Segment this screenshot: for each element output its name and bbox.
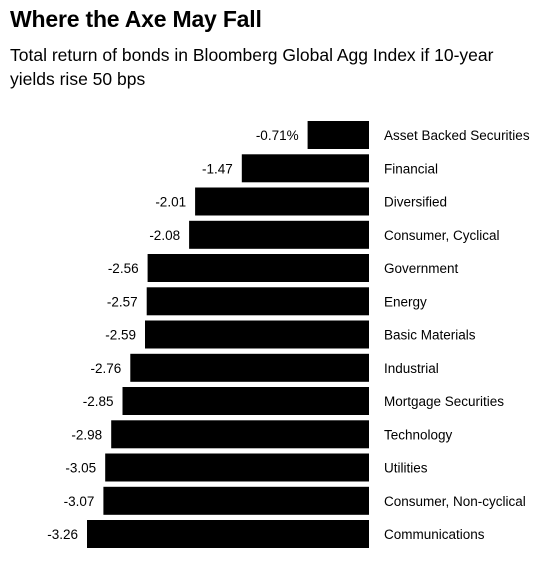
- value-label-6: -2.59: [105, 328, 136, 343]
- bar-6: [145, 320, 369, 349]
- category-label-2: Diversified: [384, 195, 447, 210]
- bar-11: [103, 486, 370, 515]
- bar-8: [122, 387, 369, 415]
- bar-9: [111, 420, 369, 449]
- value-label-11: -3.07: [64, 494, 95, 509]
- value-label-7: -2.76: [91, 361, 122, 376]
- value-label-8: -2.85: [83, 394, 114, 409]
- category-label-5: Energy: [384, 294, 427, 309]
- category-label-8: Mortgage Securities: [384, 394, 504, 409]
- category-label-3: Consumer, Cyclical: [384, 228, 500, 243]
- value-label-0: -0.71%: [256, 128, 299, 143]
- bar-10: [105, 453, 369, 482]
- category-label-0: Asset Backed Securities: [384, 128, 530, 143]
- bar-7: [130, 353, 369, 382]
- category-label-9: Technology: [384, 427, 453, 442]
- value-label-1: -1.47: [202, 161, 233, 176]
- bar-0: [307, 121, 369, 149]
- value-label-4: -2.56: [108, 261, 139, 276]
- value-label-12: -3.26: [47, 527, 78, 542]
- value-label-9: -2.98: [71, 427, 102, 442]
- value-label-3: -2.08: [149, 228, 180, 243]
- bar-3: [189, 220, 369, 249]
- value-label-10: -3.05: [65, 461, 96, 476]
- chart-subtitle: Total return of bonds in Bloomberg Globa…: [10, 45, 494, 89]
- bar-5: [146, 287, 369, 316]
- bar-4: [147, 254, 369, 282]
- category-label-1: Financial: [384, 161, 438, 176]
- bar-12: [87, 520, 369, 548]
- chart-title: Where the Axe May Fall: [10, 6, 262, 32]
- value-label-2: -2.01: [155, 195, 186, 210]
- bar-1: [241, 154, 369, 183]
- category-label-12: Communications: [384, 527, 485, 542]
- category-label-10: Utilities: [384, 461, 428, 476]
- category-label-4: Government: [384, 261, 459, 276]
- category-label-11: Consumer, Non-cyclical: [384, 494, 526, 509]
- value-label-5: -2.57: [107, 294, 138, 309]
- bar-2: [195, 187, 369, 216]
- category-label-7: Industrial: [384, 361, 439, 376]
- category-label-6: Basic Materials: [384, 328, 476, 343]
